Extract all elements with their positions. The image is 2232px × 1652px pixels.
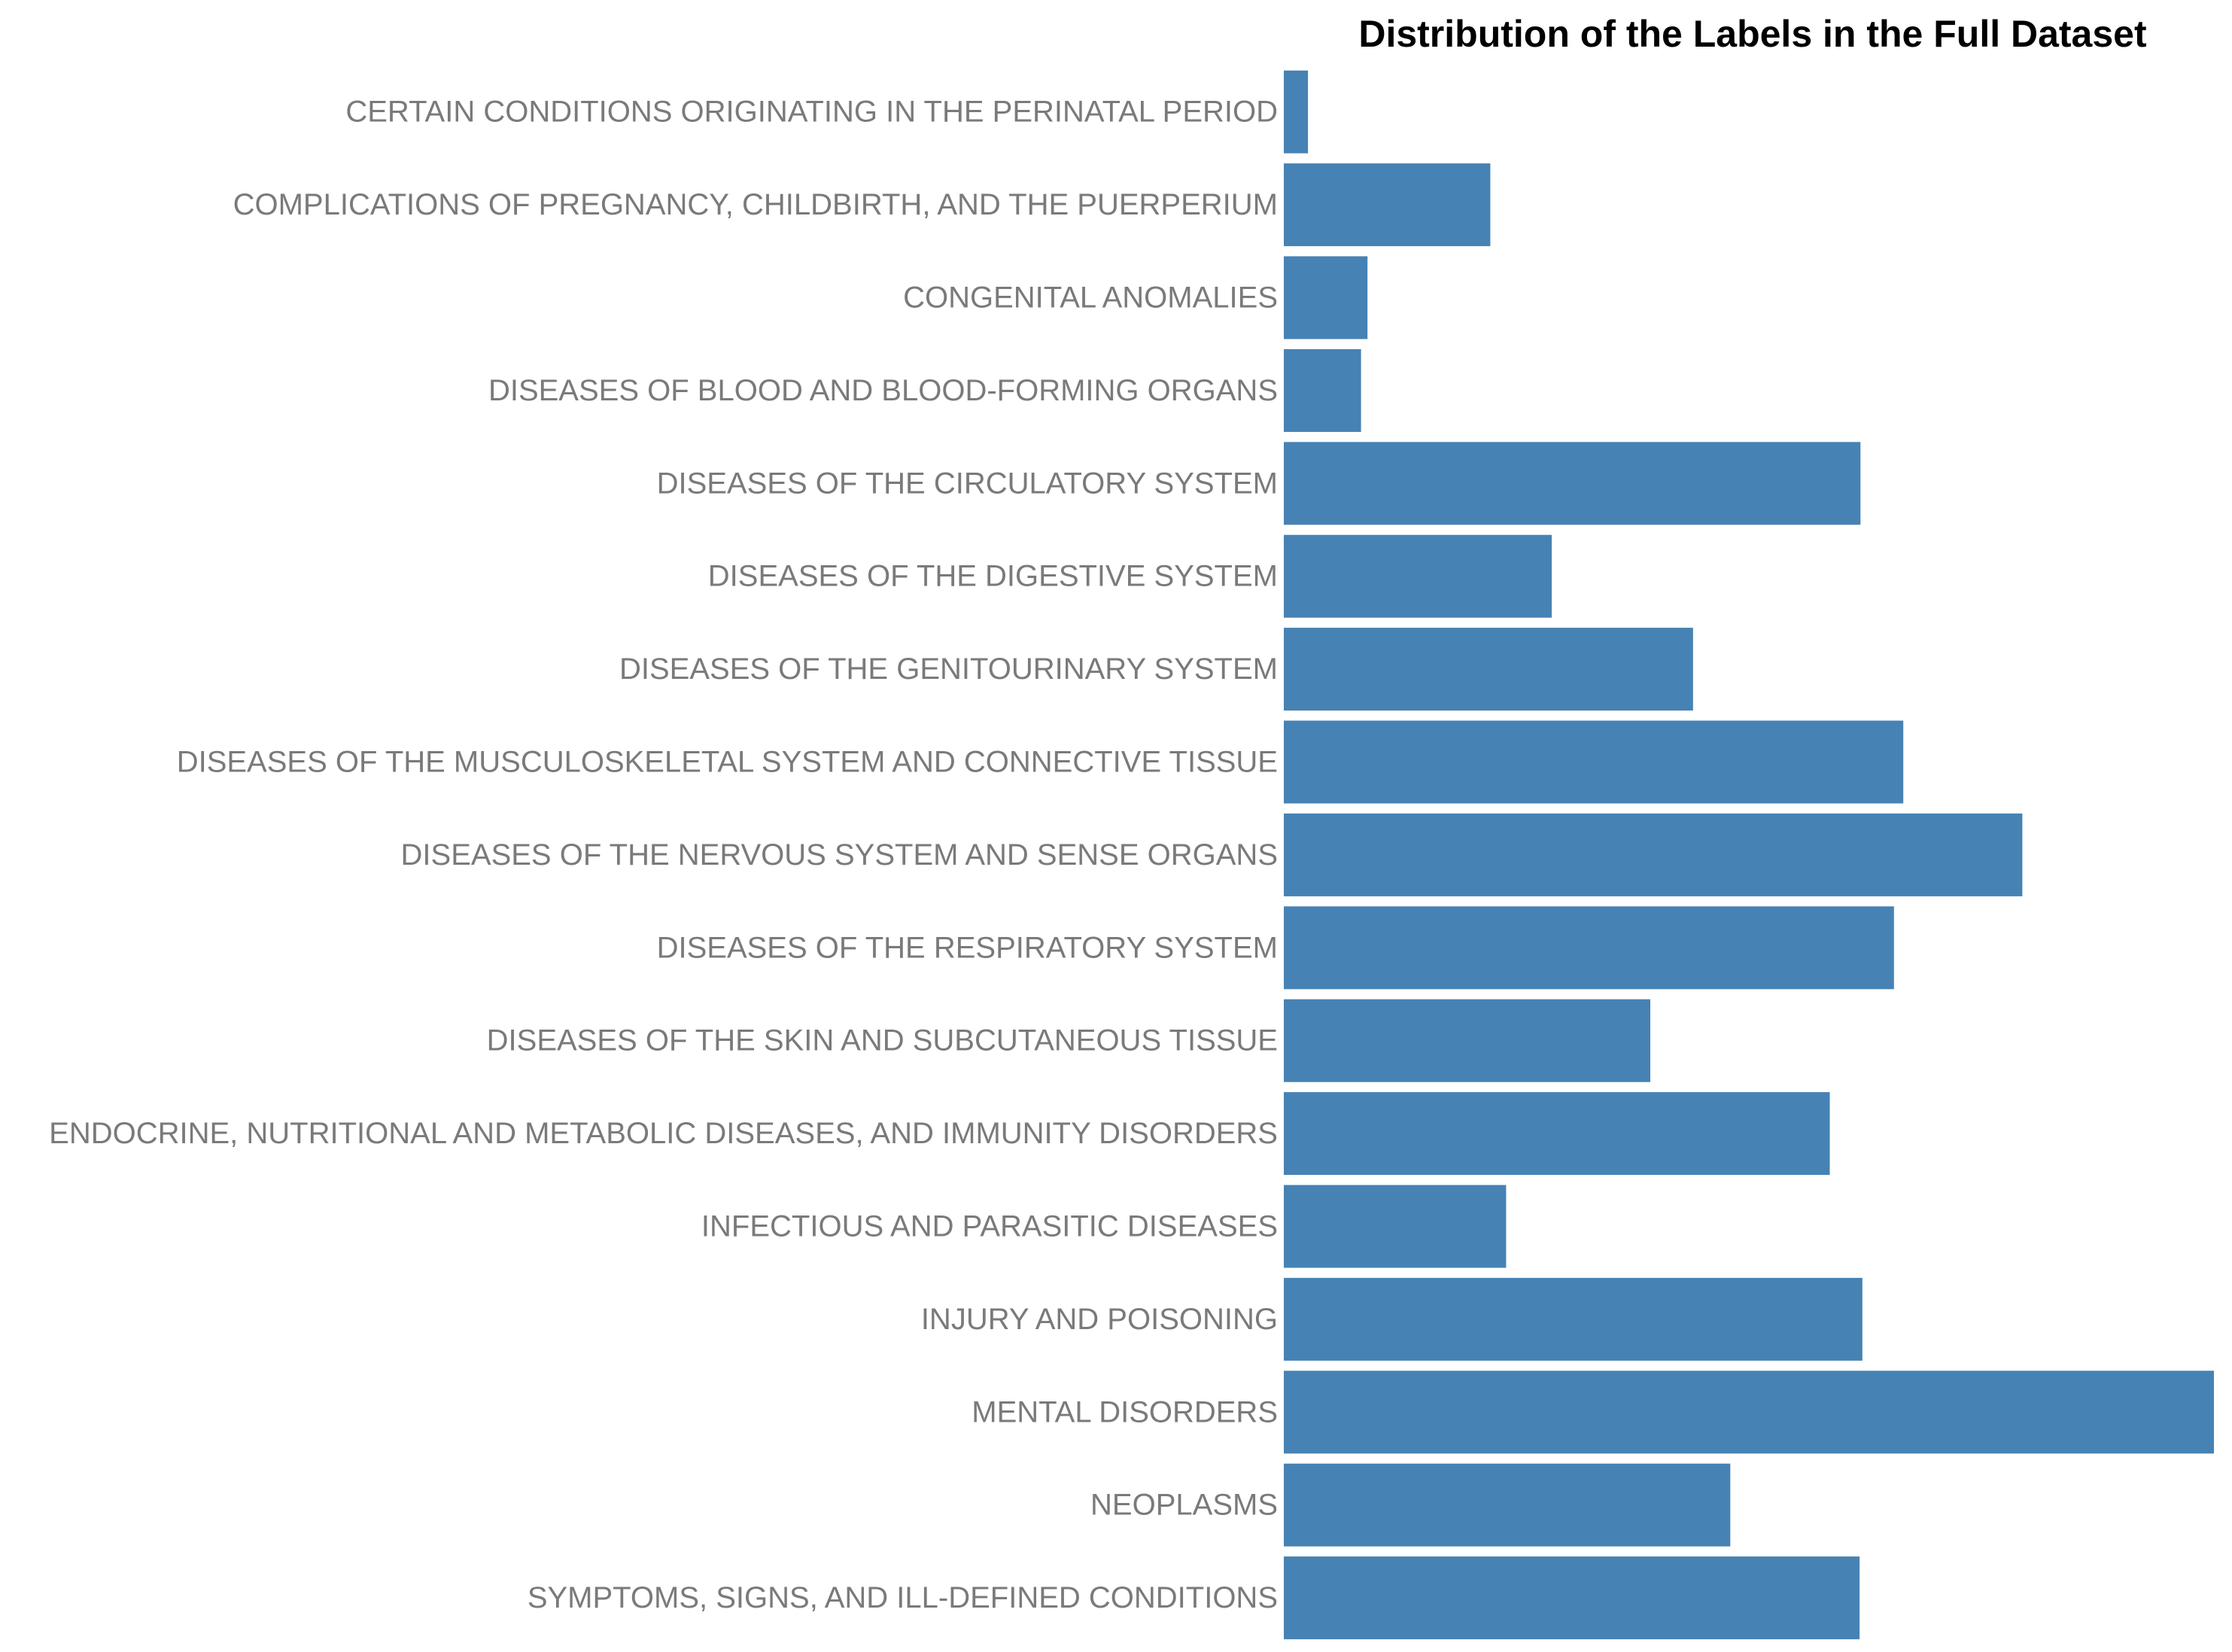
category-label-13: INFECTIOUS AND PARASITIC DISEASES [701,1210,1278,1243]
category-label-10: DISEASES OF THE RESPIRATORY SYSTEM [657,931,1278,964]
bar-12 [1284,1092,1830,1176]
bar-16 [1284,1463,1731,1547]
bar-17 [1284,1556,1860,1640]
category-label-6: DISEASES OF THE DIGESTIVE SYSTEM [708,560,1278,593]
bar-15 [1284,1371,2214,1454]
category-label-1: CERTAIN CONDITIONS ORIGINATING IN THE PE… [345,96,1278,129]
bar-2 [1284,163,1491,247]
bar-11 [1284,999,1650,1082]
bar-13 [1284,1185,1507,1268]
bar-8 [1284,720,1904,804]
bar-9 [1284,813,2023,896]
category-label-15: MENTAL DISORDERS [972,1395,1278,1428]
category-label-7: DISEASES OF THE GENITOURINARY SYSTEM [619,653,1278,686]
category-label-4: DISEASES OF BLOOD AND BLOOD-FORMING ORGA… [488,374,1278,407]
bar-14 [1284,1277,1863,1361]
category-labels-group: CERTAIN CONDITIONS ORIGINATING IN THE PE… [49,96,1278,1614]
category-label-3: CONGENITAL ANOMALIES [903,281,1278,315]
category-label-9: DISEASES OF THE NERVOUS SYSTEM AND SENSE… [401,838,1278,872]
category-label-11: DISEASES OF THE SKIN AND SUBCUTANEOUS TI… [487,1024,1278,1057]
bar-3 [1284,256,1368,339]
bar-5 [1284,442,1861,525]
category-label-8: DISEASES OF THE MUSCULOSKELETAL SYSTEM A… [177,746,1278,779]
category-label-5: DISEASES OF THE CIRCULATORY SYSTEM [657,467,1278,500]
bar-6 [1284,534,1552,618]
bars-group [1284,70,2214,1640]
category-label-16: NEOPLASMS [1090,1489,1278,1522]
chart-title: Distribution of the Labels in the Full D… [1358,13,2147,55]
category-label-12: ENDOCRINE, NUTRITIONAL AND METABOLIC DIS… [49,1117,1278,1150]
bar-7 [1284,628,1693,711]
category-label-2: COMPLICATIONS OF PREGNANCY, CHILDBIRTH, … [233,188,1278,221]
category-label-17: SYMPTOMS, SIGNS, AND ILL-DEFINED CONDITI… [528,1581,1278,1614]
bar-10 [1284,906,1894,990]
category-label-14: INJURY AND POISONING [921,1303,1278,1336]
bar-1 [1284,70,1309,154]
bar-4 [1284,348,1361,432]
